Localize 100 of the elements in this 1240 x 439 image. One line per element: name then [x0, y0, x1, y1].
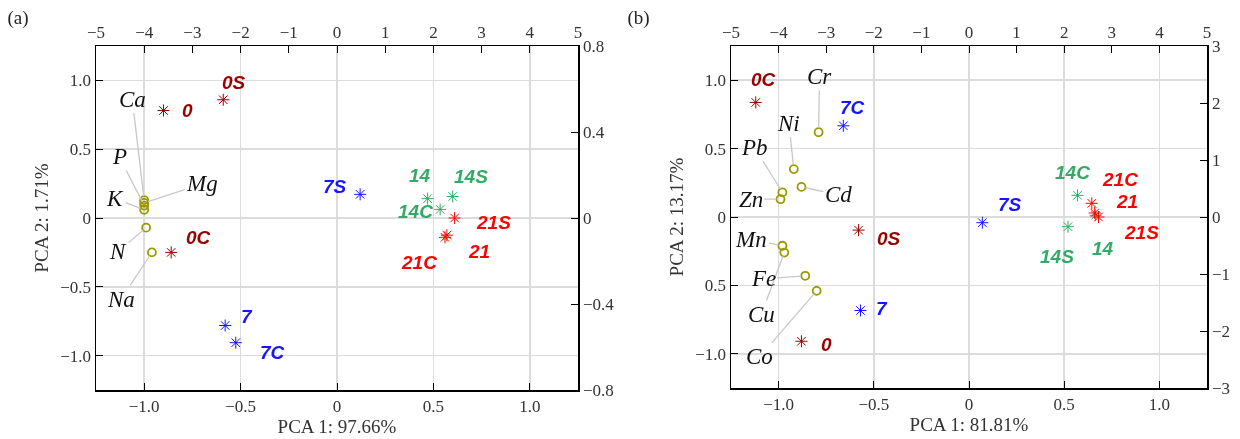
series-label: 7C [840, 97, 865, 118]
point [836, 119, 850, 133]
x-tick-label: 0.5 [422, 396, 445, 416]
series-label: P [112, 144, 128, 169]
series-label: 21S [1124, 222, 1160, 243]
x-tick-label: 0 [332, 396, 342, 416]
series-label: 14 [409, 165, 431, 186]
series-label: Fe [751, 266, 777, 291]
x-tick-label: −1.0 [763, 394, 795, 414]
point [775, 194, 786, 205]
x2-tick-label: 0 [964, 22, 974, 42]
point [1085, 196, 1099, 210]
x2-tick-label: 0 [332, 22, 342, 42]
point [813, 127, 824, 138]
series-label: 0S [222, 72, 246, 93]
y-tick-label: 1.0 [704, 71, 727, 91]
series-label: 7C [260, 342, 285, 363]
point [794, 334, 808, 348]
x-tick-label: −1.0 [128, 396, 160, 416]
y2-tick-label: −2 [1211, 321, 1230, 341]
x2-tick-label: 3 [477, 22, 486, 42]
y-tick-label: 0.5 [704, 139, 727, 159]
point [433, 202, 447, 216]
series-label: 14 [1092, 238, 1114, 259]
x2-tick-label: −4 [135, 22, 154, 42]
point [216, 93, 230, 107]
x2-tick-label: −5 [721, 22, 741, 42]
x2-tick-label: −1 [279, 22, 298, 42]
y-tick-label: 0 [82, 208, 92, 228]
series-label: N [109, 239, 127, 264]
series-label: 7S [323, 176, 347, 197]
y2-tick-label: 0.4 [582, 122, 605, 142]
x-axis-title: PCA 1: 81.81% [909, 413, 1029, 435]
y2-tick-label: −1 [1211, 264, 1230, 284]
series-label: Zn [739, 187, 764, 212]
point [421, 192, 435, 206]
text: Ca [119, 87, 146, 112]
x-axis-title: PCA 1: 97.66% [277, 415, 397, 437]
y2-tick-label: −0.8 [582, 380, 614, 400]
point [218, 319, 232, 332]
series-label: 14C [398, 201, 434, 222]
y2-tick-label: −3 [1211, 378, 1230, 398]
x-tick-label: −0.5 [858, 394, 890, 414]
y-tick-label: 0.5 [704, 276, 727, 296]
y2-tick-label: 2 [1211, 93, 1221, 113]
point [448, 211, 462, 225]
y2-tick-label: −0.4 [582, 294, 615, 314]
series-label: 14C [1055, 162, 1091, 183]
point [811, 285, 822, 296]
x2-tick-label: 1 [1012, 22, 1021, 42]
y-tick-label: −1.0 [695, 344, 727, 364]
point [800, 270, 811, 281]
x2-tick-label: −2 [231, 22, 250, 42]
y2-tick-label: 0 [582, 208, 592, 228]
y2-tick-label: 3 [1211, 36, 1221, 56]
series-label: Cd [825, 182, 853, 207]
series-label: Cr [807, 64, 833, 89]
series-label: Mg [186, 171, 218, 196]
point [777, 187, 788, 198]
x2-tick-label: 3 [1107, 22, 1117, 42]
series-label: 14S [1040, 246, 1075, 267]
series-label: 0 [182, 100, 193, 121]
point [777, 240, 788, 251]
series-label: 0S [877, 228, 901, 249]
x2-tick-label: 2 [429, 22, 438, 42]
point [139, 204, 150, 215]
chart-title: (a) [7, 7, 29, 30]
chart-title: (b) [627, 7, 650, 30]
series-label: 7 [876, 298, 888, 319]
x-tick-label: 1.0 [519, 396, 541, 416]
x2-tick-label: 4 [525, 22, 535, 42]
y-tick-label: 0.5 [69, 140, 92, 160]
y-tick-label: −1.0 [60, 346, 92, 366]
x2-tick-label: −3 [183, 22, 202, 42]
point [796, 182, 807, 192]
point [141, 222, 152, 233]
series-label: 21 [1116, 191, 1139, 212]
y-tick-label: 1.0 [69, 71, 92, 91]
point [788, 164, 799, 175]
point [353, 187, 367, 201]
series-label: K [106, 186, 124, 211]
series-label: 21C [1102, 169, 1139, 190]
x2-tick-label: −4 [769, 22, 789, 42]
x2-tick-label: −5 [86, 22, 106, 42]
text: Cu [748, 302, 775, 327]
x2-tick-label: 1 [380, 22, 390, 42]
series-label: 7 [241, 306, 253, 327]
point [853, 303, 867, 317]
point [852, 223, 866, 237]
point [1071, 188, 1085, 202]
x-tick-label: 1.0 [1148, 394, 1171, 414]
series-label: 21C [401, 252, 438, 273]
point [1061, 220, 1075, 234]
x2-tick-label: −2 [864, 22, 883, 42]
point [779, 247, 790, 258]
point [749, 95, 763, 109]
y2-tick-label: 1 [1211, 150, 1221, 170]
y-tick-label: −0.5 [60, 277, 92, 297]
point [446, 190, 460, 203]
series-label: Ni [777, 111, 800, 136]
